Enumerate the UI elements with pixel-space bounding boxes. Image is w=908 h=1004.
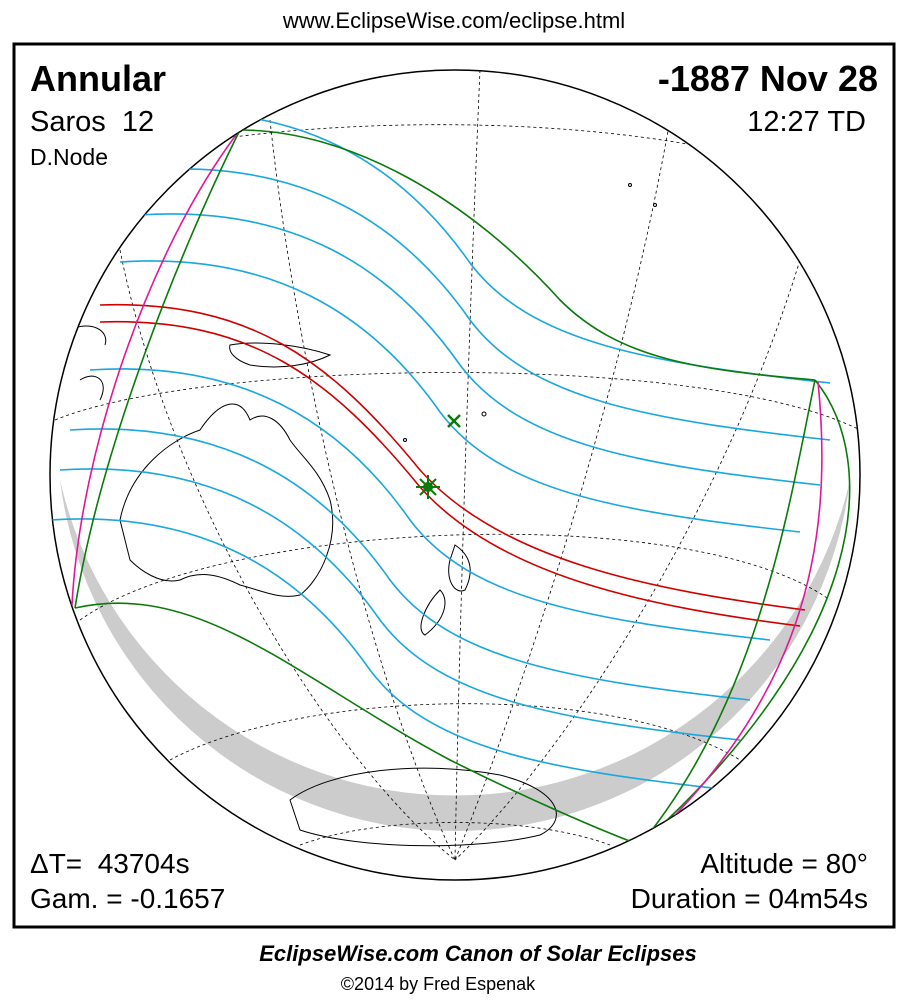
altitude: Altitude = 80° bbox=[700, 848, 868, 879]
globe-shade bbox=[60, 480, 850, 831]
coastlines bbox=[69, 183, 657, 847]
duration: Duration = 04m54s bbox=[631, 883, 868, 914]
greatest-duration bbox=[447, 414, 461, 428]
frame bbox=[12, 42, 896, 929]
delta-t: ΔT= 43704s bbox=[30, 848, 190, 879]
globe bbox=[49, 69, 861, 881]
map bbox=[50, 70, 860, 861]
footer-title: EclipseWise.com Canon of Solar Eclipses bbox=[259, 941, 697, 966]
gamma: Gam. = -0.1657 bbox=[30, 883, 225, 914]
date: -1887 Nov 28 bbox=[658, 58, 878, 99]
eclipse-type: Annular bbox=[30, 58, 166, 99]
time: 12:27 TD bbox=[747, 106, 866, 138]
greatest-eclipse-dot bbox=[423, 482, 433, 492]
central-lines bbox=[50, 111, 851, 846]
footer-credit: ©2014 by Fred Espenak bbox=[341, 974, 536, 994]
node: D.Node bbox=[30, 144, 108, 170]
url: www.EclipseWise.com/eclipse.html bbox=[282, 8, 625, 33]
saros: Saros 12 bbox=[30, 106, 154, 138]
